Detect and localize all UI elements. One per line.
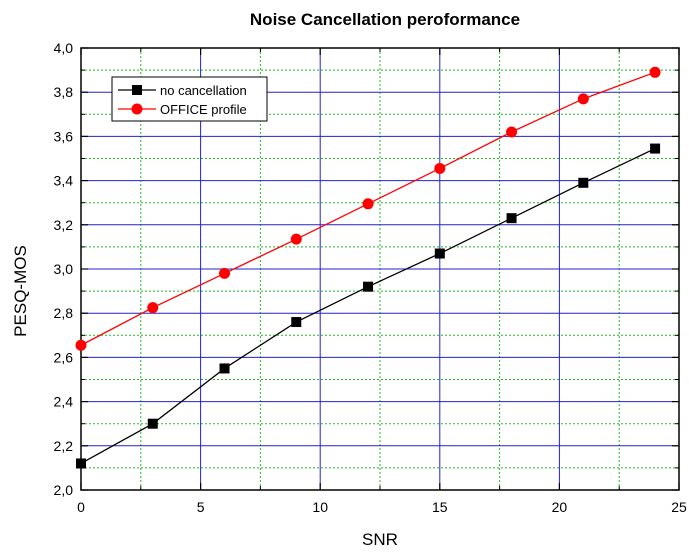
y-tick-label: 3,8 <box>54 84 74 100</box>
y-axis-label: PESQ-MOS <box>11 245 30 337</box>
data-point-circle <box>362 198 374 210</box>
y-tick-label: 3,4 <box>54 173 74 189</box>
y-tick-label: 2,2 <box>54 438 74 454</box>
data-point-circle <box>75 339 87 351</box>
data-point-circle <box>290 233 302 245</box>
legend-label: no cancellation <box>160 83 247 98</box>
y-tick-label: 3,6 <box>54 128 74 144</box>
tick-labels: 0 5 10 15 20 25 2,0 2,2 2,4 2,6 2,8 3,0 3,2 3,4 3,6 3,8… <box>54 40 687 515</box>
data-point-square <box>219 363 230 374</box>
legend-marker-circle <box>131 103 143 115</box>
data-point-circle <box>434 162 446 174</box>
data-point-square <box>434 248 445 259</box>
chart-title: Noise Cancellation peroformance <box>250 10 520 29</box>
y-tick-label: 2,4 <box>54 394 74 410</box>
data-point-square <box>650 143 661 154</box>
legend-marker-square <box>132 85 142 95</box>
data-point-circle <box>506 126 518 138</box>
series-layer <box>75 66 661 469</box>
data-point-circle <box>219 267 231 279</box>
data-point-square <box>291 317 302 328</box>
data-point-circle <box>577 93 589 105</box>
x-tick-label: 20 <box>552 499 568 515</box>
data-point-square <box>147 418 158 429</box>
y-tick-label: 2,8 <box>54 305 74 321</box>
y-tick-label: 2,6 <box>54 349 74 365</box>
x-tick-label: 0 <box>77 499 85 515</box>
axes <box>80 47 680 491</box>
x-tick-label: 15 <box>432 499 448 515</box>
y-tick-label: 2,0 <box>54 482 74 498</box>
data-point-square <box>76 458 86 469</box>
data-point-circle <box>649 66 661 78</box>
legend: no cancellation OFFICE profile <box>111 76 268 122</box>
legend-label: OFFICE profile <box>160 102 247 117</box>
x-tick-label: 10 <box>312 499 328 515</box>
data-point-circle <box>147 302 159 314</box>
data-point-square <box>578 177 589 188</box>
x-tick-label: 25 <box>671 499 687 515</box>
y-tick-label: 3,2 <box>54 217 74 233</box>
data-point-square <box>506 213 517 224</box>
x-tick-label: 5 <box>197 499 205 515</box>
y-tick-label: 4,0 <box>54 40 74 56</box>
y-tick-label: 3,0 <box>54 261 74 277</box>
series-line <box>80 147 656 465</box>
data-point-square <box>363 281 374 292</box>
x-axis-label: SNR <box>362 530 398 549</box>
